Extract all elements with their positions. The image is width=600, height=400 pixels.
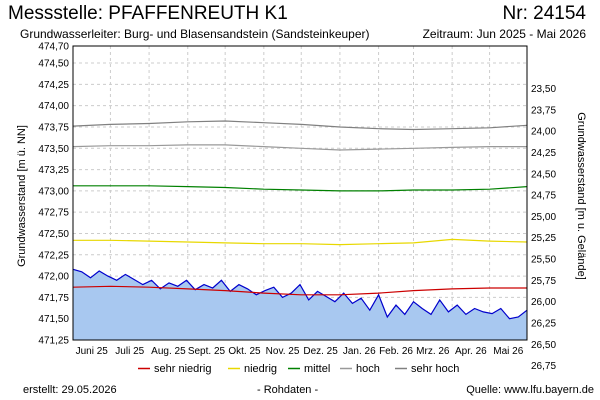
y-tick-label-right: 25,25 — [531, 233, 556, 244]
y-tick-label-right: 23,50 — [531, 84, 556, 95]
series-line-very-high — [72, 120, 528, 131]
y-tick-label-right: 23,75 — [531, 105, 556, 116]
plot-frame — [72, 45, 528, 341]
legend-label: mittel — [304, 363, 330, 375]
page-title: Messstelle: PFAFFENREUTH K1 — [8, 3, 288, 24]
x-tick-label: Aug. 25 — [151, 346, 186, 357]
y-tick-label-right: 24,50 — [531, 169, 556, 180]
y-tick-label-left: 472,50 — [38, 229, 69, 240]
y-tick-label-left: 472,00 — [38, 272, 69, 283]
y-tick-label-right: 24,75 — [531, 191, 556, 202]
y-tick-label-right: 26,25 — [531, 318, 556, 329]
x-tick-label: Jan. 26 — [343, 346, 376, 357]
y-tick-label-left: 473,50 — [38, 144, 69, 155]
station-number: Nr: 24154 — [502, 3, 586, 24]
y-tick-label-right: 25,75 — [531, 276, 556, 287]
y-tick-label-left: 471,50 — [38, 314, 69, 325]
series-line-high — [72, 144, 527, 151]
y-tick-label-right: 24,00 — [531, 127, 556, 138]
level-area — [73, 269, 527, 340]
y-tick-label-left: 473,25 — [38, 165, 69, 176]
x-tick-label: Juni 25 — [76, 346, 109, 357]
series-line-low — [73, 238, 528, 246]
legend-label: hoch — [356, 363, 380, 375]
y-tick-label-left: 473,75 — [38, 122, 69, 133]
y-tick-label-left: 471,25 — [38, 336, 69, 347]
series-line-mean — [73, 185, 528, 192]
y-tick-label-left: 472,25 — [38, 250, 69, 261]
period-label: Zeitraum: Jun 2025 - Mai 2026 — [422, 27, 586, 41]
x-tick-label: Mrz. 26 — [416, 346, 450, 357]
y-tick-label-right: 26,50 — [531, 340, 556, 351]
x-tick-label: Juli 25 — [115, 346, 144, 357]
x-tick-label: Apr. 26 — [455, 346, 487, 357]
y-tick-label-left: 471,75 — [38, 293, 69, 304]
y-tick-label-right: 26,75 — [531, 361, 556, 372]
y-axis-label-left: Grundwasserstand [m ü. NN] — [16, 125, 28, 267]
x-tick-label: Feb. 26 — [379, 346, 413, 357]
y-tick-label-left: 474,70 — [38, 42, 69, 53]
legend-label: sehr hoch — [411, 363, 459, 375]
source-link[interactable]: Quelle: www.lfu.bayern.de — [466, 384, 594, 396]
y-tick-label-right: 25,00 — [531, 212, 556, 223]
legend-label: sehr niedrig — [154, 363, 211, 375]
x-tick-label: Sept. 25 — [188, 346, 226, 357]
created-date: erstellt: 29.05.2026 — [23, 384, 117, 396]
y-tick-label-left: 474,25 — [38, 80, 69, 91]
x-tick-label: Dez. 25 — [303, 346, 338, 357]
y-tick-label-right: 26,00 — [531, 297, 556, 308]
y-axis-label-right: Grundwasserstand [m u. Gelände] — [575, 112, 587, 280]
legend-label: niedrig — [244, 363, 277, 375]
y-tick-label-right: 25,50 — [531, 255, 556, 266]
series-line-very-low — [72, 285, 527, 296]
y-tick-label-right: 24,25 — [531, 148, 556, 159]
level-line — [72, 268, 528, 320]
y-tick-label-left: 472,75 — [38, 208, 69, 219]
x-tick-label: Nov. 25 — [266, 346, 300, 357]
x-tick-label: Okt. 25 — [228, 346, 261, 357]
y-tick-label-left: 474,00 — [38, 101, 69, 112]
aquifer-label: Grundwasserleiter: Burg- und Blasensands… — [20, 27, 370, 41]
y-tick-label-left: 473,00 — [38, 186, 69, 197]
x-tick-label: Mai 26 — [493, 346, 523, 357]
y-tick-label-left: 474,50 — [38, 59, 69, 70]
raw-data-label: - Rohdaten - — [257, 384, 319, 396]
